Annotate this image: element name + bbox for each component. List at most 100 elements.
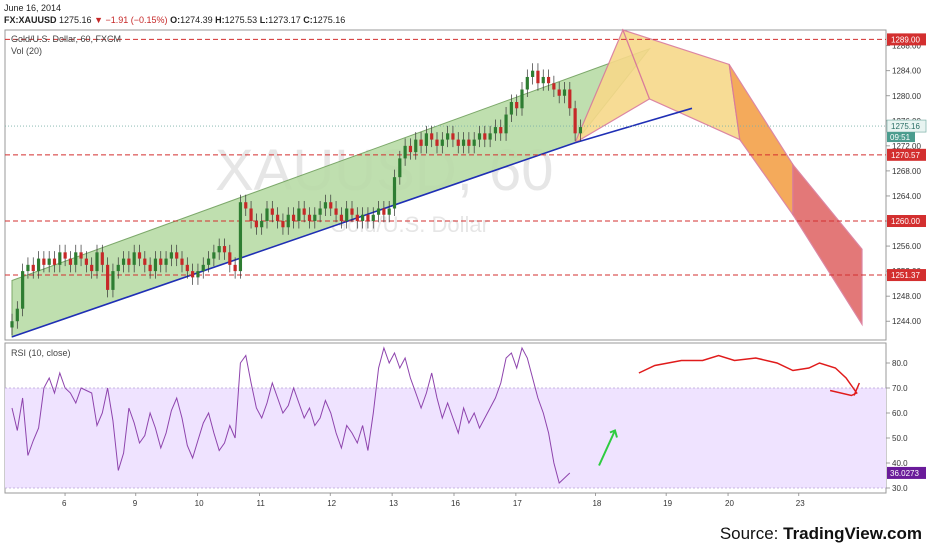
candle <box>323 202 328 209</box>
candle <box>536 70 540 84</box>
candle <box>159 258 163 265</box>
candle <box>408 145 413 153</box>
level-badge <box>887 269 926 282</box>
candle <box>175 252 179 259</box>
candle <box>398 158 402 178</box>
price-tick-label: 1284.00 <box>892 67 921 76</box>
candle <box>206 258 211 265</box>
candle <box>387 208 391 215</box>
candle <box>222 246 227 253</box>
date-tick-label: 23 <box>796 499 805 508</box>
candle <box>90 264 94 272</box>
candle <box>499 127 503 134</box>
price-tick-label: 1272.00 <box>892 142 921 151</box>
date-tick-label: 10 <box>195 499 204 508</box>
candle <box>578 127 583 134</box>
candle <box>345 208 349 222</box>
candle <box>106 264 110 290</box>
candle <box>254 221 258 228</box>
candle <box>217 246 221 253</box>
candle <box>95 252 99 272</box>
candle <box>366 214 370 222</box>
candle <box>281 221 285 228</box>
candle <box>291 214 296 222</box>
candle <box>361 214 365 222</box>
candle <box>493 127 498 134</box>
candle <box>47 258 51 265</box>
candle <box>36 258 41 272</box>
candle <box>74 252 78 265</box>
close-value: 1275.16 <box>312 15 346 25</box>
current-price-label: 1275.16 <box>891 122 920 131</box>
candle <box>270 208 274 215</box>
candle <box>100 252 104 265</box>
candle <box>116 264 120 272</box>
level-badge-label: 1260.00 <box>891 217 920 226</box>
time-badge-label: 09:51 <box>890 133 911 142</box>
candle <box>21 271 25 309</box>
symbol[interactable]: FX:XAUUSD <box>4 15 57 25</box>
price-change: ▼ −1.91 (−0.15%) <box>94 15 168 25</box>
candle <box>414 139 418 153</box>
level-badge-label: 1289.00 <box>891 35 920 44</box>
date-tick-label: 11 <box>257 499 266 508</box>
candle <box>137 252 142 259</box>
price-tick-label: 1264.00 <box>892 192 921 201</box>
rsi-line <box>11 346 571 484</box>
rsi-band <box>5 388 886 488</box>
low-value: 1273.17 <box>268 15 301 25</box>
level-badge-label: 1270.57 <box>891 151 920 160</box>
price-tick-label: 1288.00 <box>892 42 921 51</box>
level-badge <box>887 215 926 228</box>
candle <box>376 208 381 215</box>
axis-layer: 1244.001248.001252.001256.001260.001264.… <box>62 33 927 508</box>
candle <box>191 271 195 278</box>
candle <box>153 258 158 272</box>
candle <box>435 139 439 146</box>
candle <box>557 89 561 96</box>
date-tick-label: 9 <box>133 499 138 508</box>
candle <box>249 208 253 222</box>
rsi-tick-label: 60.0 <box>892 409 908 418</box>
candle <box>350 208 354 215</box>
candle <box>58 252 62 265</box>
candle <box>111 271 115 290</box>
price-tick-label: 1248.00 <box>892 292 921 301</box>
candle <box>127 258 131 265</box>
candle <box>419 139 423 146</box>
candle <box>382 208 386 215</box>
candle <box>228 252 232 265</box>
candle <box>573 108 577 134</box>
candle <box>244 202 248 209</box>
candle <box>504 114 508 134</box>
candle <box>451 133 455 140</box>
candle <box>329 202 333 209</box>
candle <box>52 258 57 265</box>
level-badge <box>887 148 926 161</box>
candle <box>42 258 46 265</box>
candle <box>265 208 269 222</box>
rsi-current-badge <box>887 466 926 479</box>
candle <box>477 133 482 140</box>
candle <box>84 258 88 265</box>
candle <box>164 258 168 265</box>
candle <box>180 258 184 265</box>
close-label: C: <box>303 15 313 25</box>
rsi-current-label: 36.0273 <box>890 469 919 478</box>
level-badge-label: 1251.37 <box>891 271 920 280</box>
candle <box>302 208 306 215</box>
candle <box>392 177 397 209</box>
rsi-tick-label: 70.0 <box>892 384 908 393</box>
candle <box>472 139 476 146</box>
candle <box>26 264 30 272</box>
rsi-tick-label: 40.0 <box>892 459 908 468</box>
candle <box>10 321 14 328</box>
candle <box>276 214 280 222</box>
candle <box>467 139 471 146</box>
candle <box>483 133 487 140</box>
price-layer <box>5 28 886 338</box>
date-tick-label: 19 <box>663 499 672 508</box>
rsi-tick-label: 30.0 <box>892 484 908 493</box>
date-tick-label: 6 <box>62 499 67 508</box>
